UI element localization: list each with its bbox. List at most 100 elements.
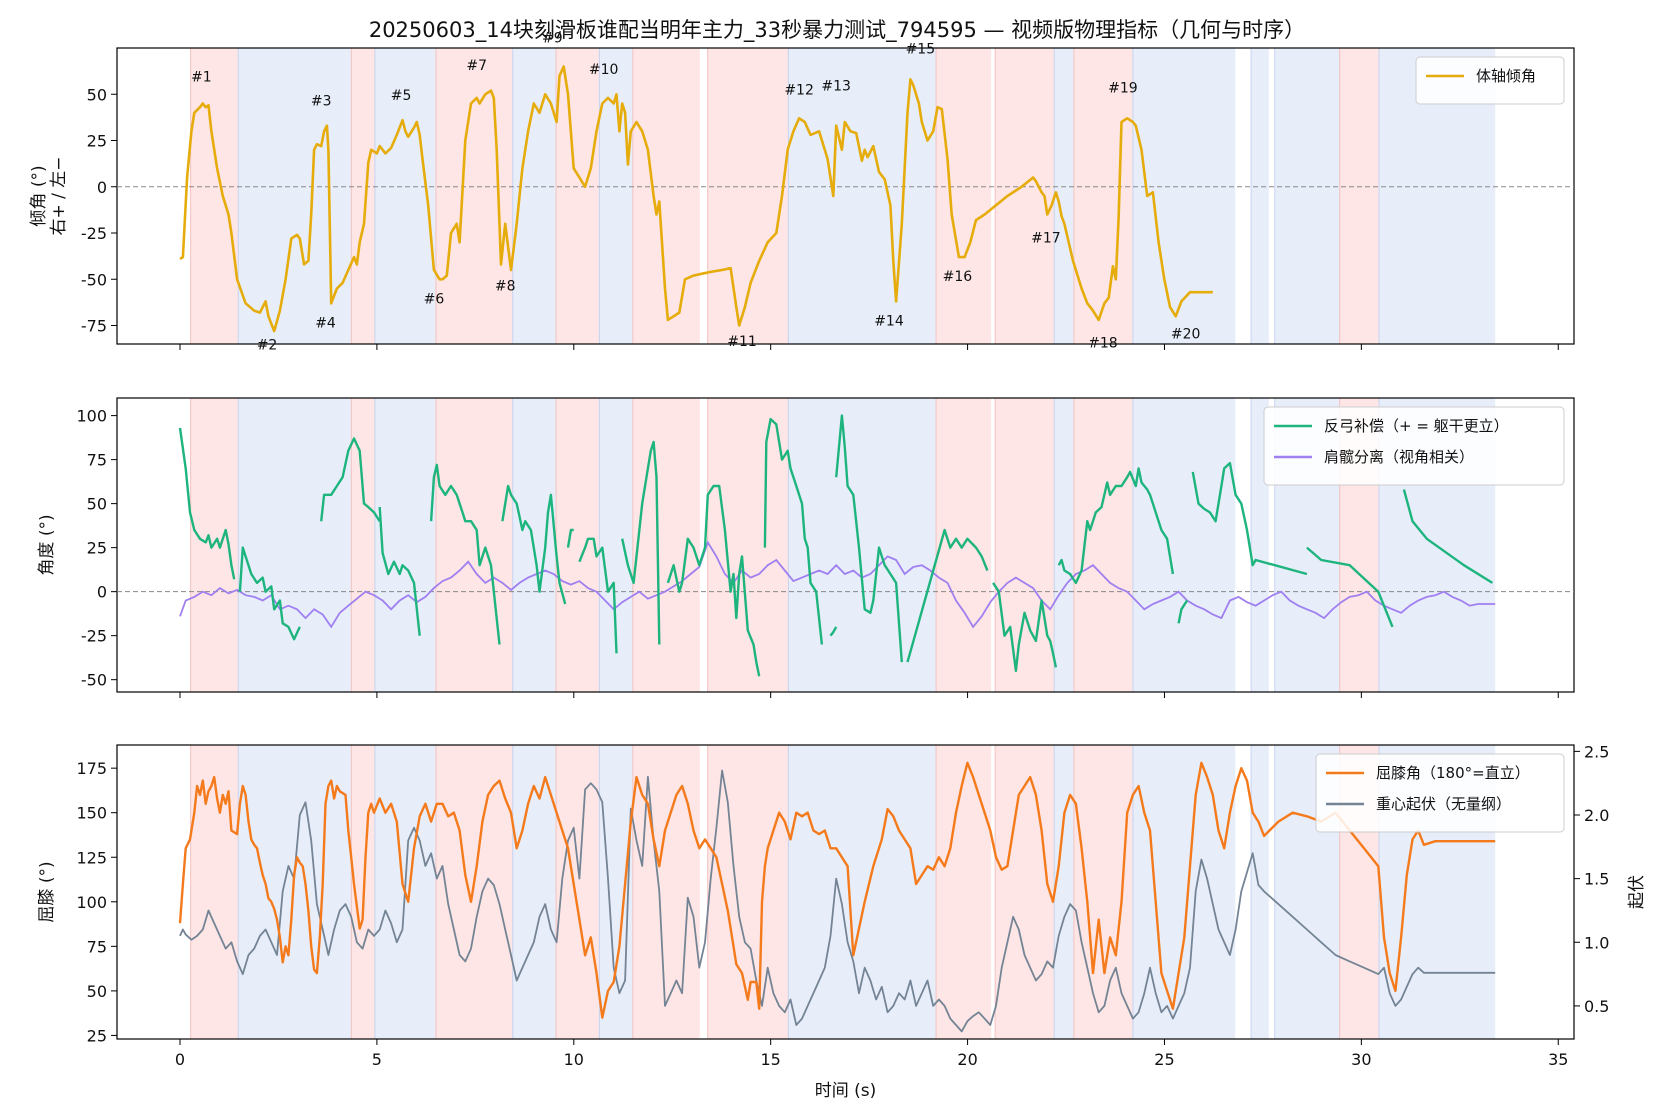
shaded-span <box>190 48 239 344</box>
segment-label: #8 <box>495 278 516 294</box>
legend-label: 肩髋分离（视角相关） <box>1324 448 1474 466</box>
compensation-line <box>1177 599 1189 624</box>
compensation-line <box>320 437 381 522</box>
shaded-span <box>556 48 600 344</box>
y-tick-label: 50 <box>87 982 107 1001</box>
segment-label: #18 <box>1088 336 1118 352</box>
shaded-span <box>435 745 513 1039</box>
compensation-line <box>578 537 618 654</box>
y-tick-label: -25 <box>81 224 107 243</box>
shaded-span <box>788 48 937 344</box>
y-tick-label: 50 <box>87 495 107 514</box>
shaded-span <box>238 398 352 692</box>
axes-frame <box>116 397 1575 693</box>
y-tick-label: 100 <box>76 893 107 912</box>
x-tick-label: 10 <box>564 1050 584 1069</box>
x-axis-label: 时间 (s) <box>815 1081 877 1101</box>
shaded-span <box>995 398 1055 692</box>
compensation-line <box>1402 489 1494 584</box>
compensation-line <box>1191 461 1308 576</box>
shaded-span <box>435 48 513 344</box>
compensation-line <box>501 484 567 605</box>
compensation-line <box>666 484 761 677</box>
legend-box <box>1415 56 1565 105</box>
tilt-line <box>179 65 1213 333</box>
x-tick-label: 35 <box>1548 1050 1568 1069</box>
shaded-span <box>1251 745 1269 1039</box>
cog-line <box>179 769 1496 1033</box>
shaded-span <box>632 398 700 692</box>
shaded-span <box>632 745 700 1039</box>
segment-label: #14 <box>874 314 904 330</box>
y-tick-label: 25 <box>87 1026 107 1045</box>
segment-label: #5 <box>391 88 412 104</box>
shaded-span <box>1339 48 1380 344</box>
legend-box <box>1263 406 1565 486</box>
segment-label: #19 <box>1108 80 1138 96</box>
legend-label: 体轴倾角 <box>1476 67 1536 85</box>
shaded-span <box>1274 48 1340 344</box>
shaded-span <box>707 48 789 344</box>
segment-label: #3 <box>311 93 332 109</box>
segment-label: #11 <box>727 334 757 350</box>
y-tick-label: 25 <box>87 539 107 558</box>
tilt-panel: -75 -50 -25 0 25 50 倾角 (°)右+ / 左− #1 #2 #3 #4 #5 #6 #… <box>29 30 1575 354</box>
segment-label: #17 <box>1031 230 1061 246</box>
shaded-span <box>936 745 992 1039</box>
segment-label: #16 <box>943 269 973 285</box>
y-tick-label: -25 <box>81 627 107 646</box>
y-tick-label: 50 <box>87 85 107 104</box>
y-tick-label: -50 <box>81 671 107 690</box>
y-axis-label: 角度 (°) <box>37 514 57 575</box>
y-tick-label: 75 <box>87 451 107 470</box>
y-tick-label: 0 <box>97 583 107 602</box>
y2-tick-label: 0.5 <box>1584 997 1609 1016</box>
angle-panel: -50 -25 0 25 50 75 100 角度 (°) 反弓补偿（+ = 躯干更立） 肩髋分离… <box>37 397 1575 698</box>
x-tick-label: 15 <box>761 1050 781 1069</box>
axes-frame <box>116 744 1575 1040</box>
shaded-span <box>788 398 937 692</box>
segment-label: #15 <box>906 42 936 58</box>
y-tick-label: 25 <box>87 132 107 151</box>
y2-tick-label: 2.0 <box>1584 806 1609 825</box>
segment-label: #20 <box>1171 326 1201 342</box>
shaded-span <box>351 48 375 344</box>
y-tick-label: -50 <box>81 270 107 289</box>
y-tick-label: 125 <box>76 848 107 867</box>
axes-frame <box>116 47 1575 345</box>
compensation-line <box>429 463 501 645</box>
shaded-span <box>351 398 375 692</box>
segment-label: #7 <box>466 58 487 74</box>
shaded-span <box>512 745 557 1039</box>
x-tick-label: 30 <box>1351 1050 1371 1069</box>
y-tick-label: 150 <box>76 804 107 823</box>
compensation-line <box>906 528 989 663</box>
compensation-line <box>566 528 574 548</box>
segment-label: #9 <box>542 30 563 46</box>
segment-label: #10 <box>589 62 619 78</box>
y-tick-label: 0 <box>97 178 107 197</box>
shaded-span <box>435 398 513 692</box>
y-tick-label: 75 <box>87 937 107 956</box>
legend-label: 重心起伏（无量纲） <box>1376 795 1511 813</box>
shaded-span <box>1251 48 1269 344</box>
y-axis-label: 倾角 (°)右+ / 左− <box>29 156 69 235</box>
knee-line <box>178 761 1496 1019</box>
compensation-line <box>621 440 661 645</box>
x-tick-label: 5 <box>372 1050 382 1069</box>
shaded-span <box>1132 398 1236 692</box>
compensation-line <box>835 414 903 663</box>
compensation-line <box>238 546 301 641</box>
compensation-line <box>1306 546 1394 628</box>
segment-label: #1 <box>191 69 212 85</box>
shaded-span <box>1054 745 1074 1039</box>
legend-box <box>1315 753 1565 833</box>
shaded-span <box>1073 398 1133 692</box>
x-tick-label: 0 <box>175 1050 185 1069</box>
segment-label: #12 <box>784 82 814 98</box>
shaded-span <box>556 398 600 692</box>
y-tick-label: -75 <box>81 317 107 336</box>
shaded-span <box>238 48 352 344</box>
shaded-span <box>599 48 633 344</box>
